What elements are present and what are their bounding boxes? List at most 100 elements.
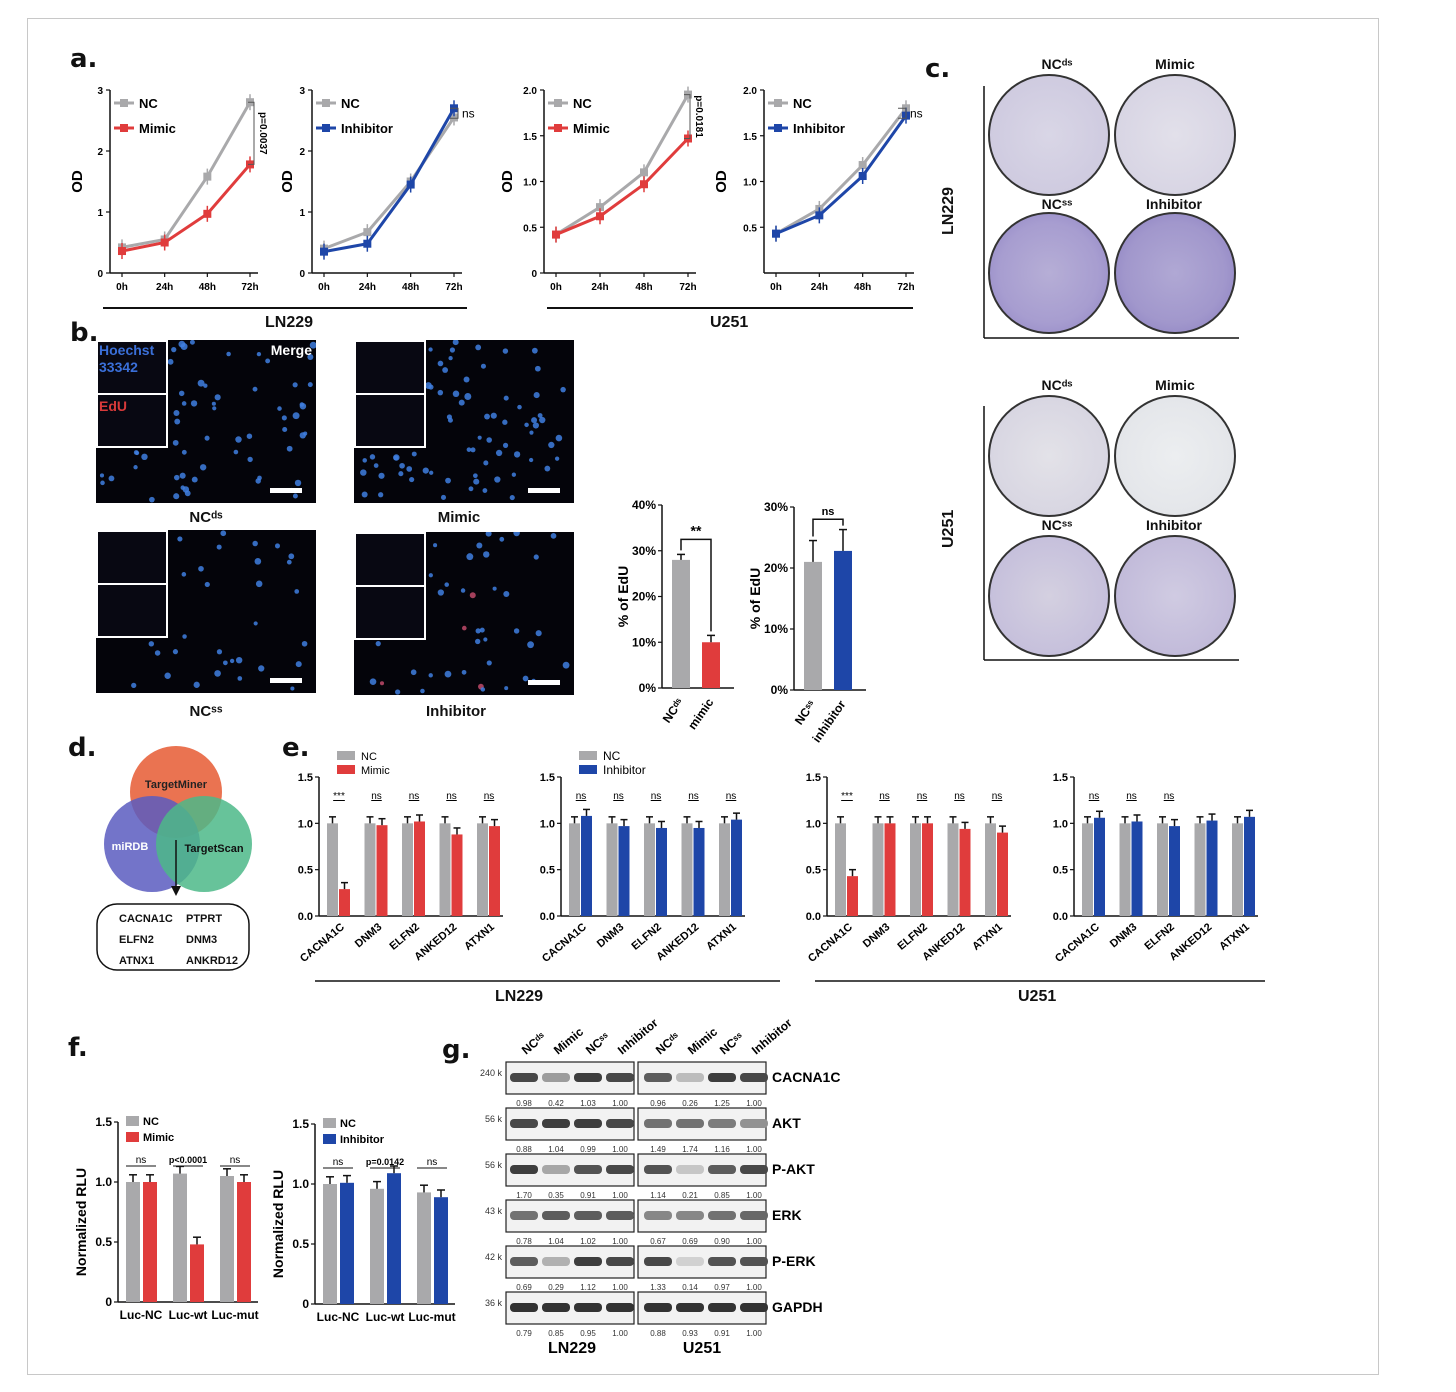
bar (1194, 823, 1206, 916)
y-tick-label: 0.5 (540, 865, 555, 877)
panel-a-group-lines (103, 307, 913, 309)
mw-label: 56 k (485, 1160, 503, 1170)
sig-label: ns (409, 791, 420, 802)
sig-label: ns (651, 791, 662, 802)
x-tick-label: Luc-NC (317, 1310, 360, 1324)
y-tick-label: 0.0 (540, 911, 555, 923)
data-point (596, 203, 604, 212)
sig-label: ns (822, 506, 835, 518)
e-group-ln229: LN229 (495, 988, 544, 1005)
band (676, 1119, 704, 1128)
x-tick-label: 48h (854, 282, 871, 293)
band-quant: 1.12 (580, 1283, 596, 1292)
chart-a-ln229-mimic: 0 1 2 3 0h 24h 48h 72h OD NC Mimic p=0.0037 (69, 86, 268, 293)
panel-e-group-lines (315, 980, 1265, 982)
x-tick-label: ELFN2 (388, 921, 422, 953)
band (606, 1211, 634, 1220)
x-tick-label: Luc-wt (169, 1308, 208, 1322)
band (708, 1257, 736, 1266)
legend-marker (774, 124, 782, 132)
y-tick-label: 0.5 (523, 223, 537, 234)
legend-swatch (323, 1118, 336, 1128)
sig-label: p=0.0142 (366, 1157, 404, 1167)
dish-u251-inhibitor (1114, 535, 1236, 657)
gene-3: DNM3 (186, 934, 217, 946)
band (740, 1303, 768, 1312)
mw-label: 56 k (485, 1114, 503, 1124)
dish-group-u251: U251 (940, 509, 957, 548)
gene-0: CACNA1C (119, 913, 173, 925)
sig-label: ns (910, 106, 923, 120)
y-tick-label: 1.5 (1053, 772, 1068, 784)
band (708, 1165, 736, 1174)
chart-a-u251-mimic: 0 0.5 1.0 1.5 2.0 0h 24h 48h 72h OD NC Mimic p=0.018… (499, 86, 704, 293)
x-tick-label: DNM3 (861, 921, 893, 950)
sig-bracket (248, 101, 255, 165)
lane-label: Mimic (685, 1025, 720, 1058)
y-tick-label: 1.5 (292, 1117, 309, 1131)
dish-ln229-nc-ds (988, 74, 1110, 196)
y-tick-label: 0.5 (743, 223, 757, 234)
legend-label: Mimic (361, 765, 390, 777)
nuclei (369, 532, 570, 695)
series-line (323, 107, 456, 254)
band-quant: 1.00 (746, 1237, 762, 1246)
sig-label: ** (691, 522, 702, 538)
chart-f-inhibitor: 0 0.5 1.0 1.5 Normalized RLU ns Luc-NC p=0.0142… (270, 1117, 456, 1324)
data-point (596, 212, 604, 221)
band-quant: 0.91 (580, 1191, 596, 1200)
legend-marker (322, 99, 330, 107)
y-tick-label: 20% (764, 561, 788, 575)
x-tick-label: DNM3 (1108, 921, 1140, 950)
bar (417, 1192, 431, 1304)
data-point (640, 180, 648, 189)
legend-swatch (579, 751, 597, 760)
y-tick-label: 3 (299, 86, 305, 97)
x-tick-label: CACNA1C (298, 921, 347, 965)
band (606, 1165, 634, 1174)
bar (681, 823, 693, 916)
band (510, 1165, 538, 1174)
protein-label: P-ERK (772, 1253, 816, 1269)
bar (569, 823, 580, 916)
band (676, 1257, 704, 1266)
band (542, 1257, 570, 1266)
band-quant: 0.95 (580, 1329, 596, 1338)
bar (1131, 821, 1143, 916)
band (574, 1165, 602, 1174)
sig-label: ns (446, 791, 457, 802)
legend-swatch (579, 765, 597, 774)
y-tick-label: 1.5 (540, 772, 555, 784)
gene-4: ATNX1 (119, 955, 154, 967)
venn-targetscan: TargetScan (184, 843, 243, 855)
x-tick-label: mimic (685, 695, 717, 732)
sig-label: p<0.0001 (169, 1155, 207, 1165)
data-point (450, 113, 458, 122)
blot-group-ln229: LN229 (548, 1340, 596, 1357)
band-quant: 0.99 (580, 1145, 596, 1154)
y-tick-label: 1 (97, 208, 103, 219)
x-tick-label: Luc-mut (408, 1310, 455, 1324)
band (644, 1119, 672, 1128)
dish-ln229-mimic (1114, 74, 1236, 196)
y-tick-label: 0 (105, 1295, 112, 1309)
y-axis-label: Normalized RLU (73, 1168, 89, 1276)
sig-label: ns (688, 791, 699, 802)
e-group-u251: U251 (1018, 988, 1057, 1005)
bar (644, 823, 655, 916)
band (644, 1211, 672, 1220)
bar (804, 561, 822, 690)
band-quant: 0.98 (516, 1099, 532, 1108)
bar (719, 823, 730, 916)
band (542, 1303, 570, 1312)
data-point (363, 239, 372, 248)
x-tick-label: 24h (591, 282, 608, 293)
y-tick-label: 1.0 (806, 818, 821, 830)
band-quant: 1.14 (650, 1191, 666, 1200)
x-tick-label: ATXN1 (970, 921, 1005, 953)
y-tick-label: 1.0 (540, 818, 555, 830)
band-quant: 0.88 (650, 1329, 666, 1338)
bar (370, 1188, 384, 1304)
sig-label: ns (230, 1155, 241, 1166)
